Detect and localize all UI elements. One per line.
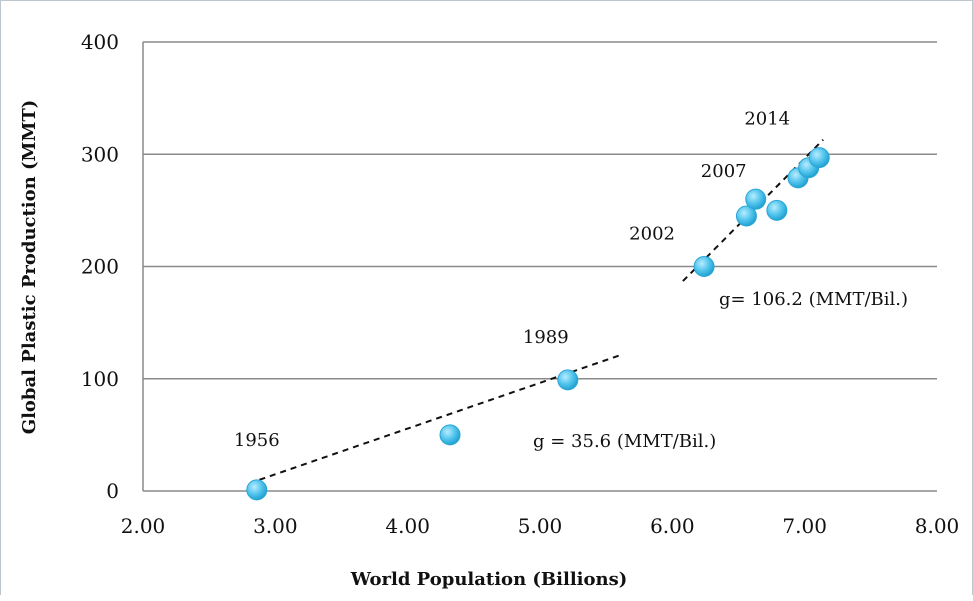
data-point bbox=[693, 256, 715, 277]
x-tick-label: 6.00 bbox=[650, 514, 695, 538]
y-tick-label: 300 bbox=[81, 142, 119, 166]
data-point bbox=[439, 424, 461, 446]
x-axis-title: World Population (Billions) bbox=[350, 569, 628, 590]
data-point bbox=[745, 188, 767, 210]
y-tick-label: 100 bbox=[81, 367, 119, 391]
trend-labels: g = 35.6 (MMT/Bil.) g= 106.2 (MMT/Bil.) bbox=[533, 289, 908, 452]
data-points bbox=[246, 147, 830, 501]
point-label: 1989 bbox=[523, 327, 569, 348]
x-tick-label: 5.00 bbox=[518, 514, 563, 538]
y-tick-label: 0 bbox=[106, 479, 119, 503]
data-point bbox=[246, 479, 268, 501]
point-label: 1956 bbox=[234, 430, 280, 451]
y-axis-ticks: 0 100 200 300 400 bbox=[81, 30, 119, 503]
y-axis-title: Global Plastic Production (MMT) bbox=[19, 100, 40, 435]
x-tick-label: 7.00 bbox=[782, 514, 827, 538]
x-tick-label: 4.00 bbox=[385, 514, 430, 538]
x-tick-label: 8.00 bbox=[915, 514, 960, 538]
data-point bbox=[766, 199, 788, 221]
data-point bbox=[557, 369, 579, 391]
y-tick-label: 400 bbox=[81, 30, 119, 54]
point-labels: 1956 1989 2002 2007 2014 bbox=[234, 109, 790, 451]
x-axis-ticks: 2.00 3.00 4.00 5.00 6.00 7.00 8.00 bbox=[121, 514, 960, 538]
data-point bbox=[735, 205, 757, 227]
point-label: 2002 bbox=[629, 224, 675, 245]
x-tick-label: 2.00 bbox=[121, 514, 166, 538]
y-tick-label: 200 bbox=[81, 255, 119, 279]
trend-label: g = 35.6 (MMT/Bil.) bbox=[533, 431, 716, 452]
gridlines bbox=[142, 41, 937, 492]
point-label: 2014 bbox=[744, 109, 790, 130]
data-point bbox=[808, 147, 830, 169]
trend-label: g= 106.2 (MMT/Bil.) bbox=[719, 289, 908, 310]
x-tick-label: 3.00 bbox=[253, 514, 298, 538]
point-label: 2007 bbox=[701, 161, 747, 182]
